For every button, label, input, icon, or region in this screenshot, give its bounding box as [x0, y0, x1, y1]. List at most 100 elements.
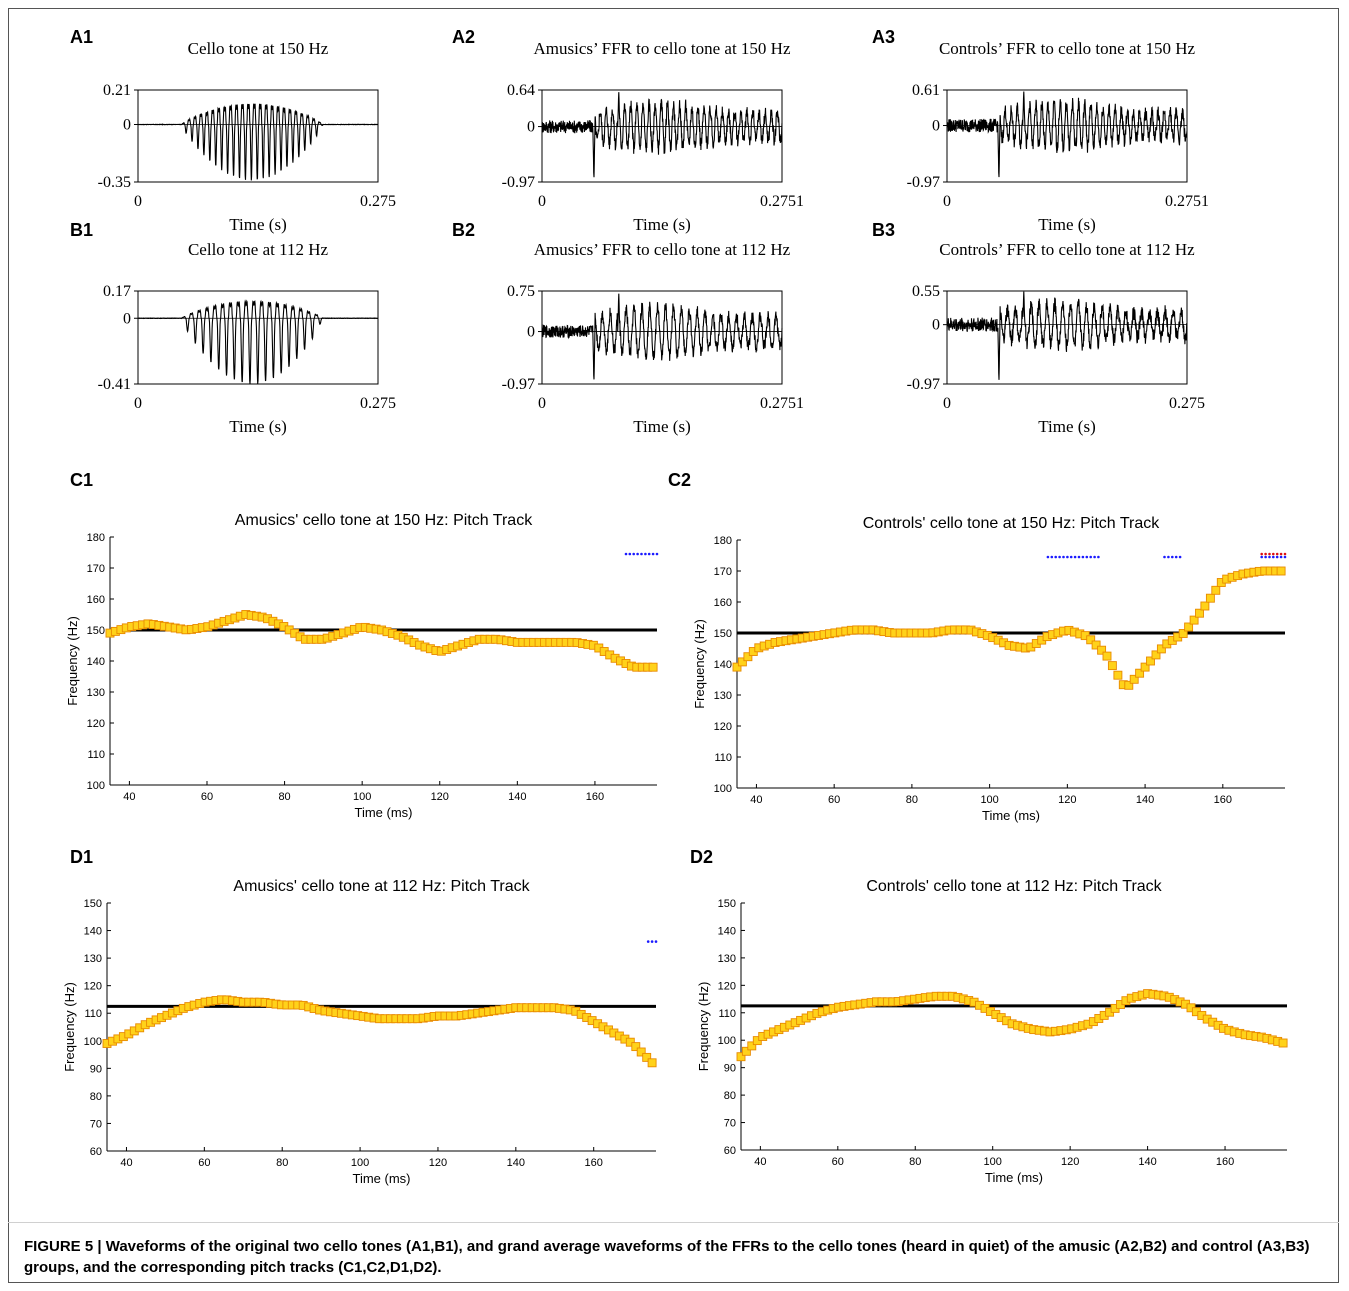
y-tick-label: 140 [714, 659, 732, 671]
y-tick-label: 120 [84, 981, 102, 993]
pitch-title: Controls' cello tone at 150 Hz: Pitch Tr… [863, 515, 1161, 532]
waveform-title: Amusics’ FFR to cello tone at 112 Hz [534, 240, 791, 259]
y-tick-label: 140 [87, 656, 105, 668]
figure-frame [8, 8, 1339, 1283]
y-tick-label: 170 [87, 563, 105, 575]
pitch-panel-c1: Amusics' cello tone at 150 Hz: Pitch Tra… [65, 512, 659, 820]
y-tick-label: -0.97 [907, 174, 940, 191]
waveform-trace [137, 299, 379, 384]
significance-dot [1167, 555, 1170, 559]
x-tick-label: 0 [538, 395, 546, 412]
y-tick-label: 150 [84, 898, 102, 910]
y-tick-label: 170 [714, 566, 732, 578]
x-axis-label: Time (s) [229, 215, 286, 234]
pitch-marker [743, 652, 753, 662]
significance-dot [1046, 555, 1050, 559]
waveform-axes-box [137, 290, 379, 385]
pitch-marker [1135, 668, 1145, 678]
waveform-panel-b1: Cello tone at 112 Hz0.170-0.410 0.275Time… [98, 240, 396, 436]
significance-dot [1085, 555, 1089, 559]
y-tick-label: 120 [718, 980, 736, 992]
y-tick-label: -0.97 [502, 174, 535, 191]
pitch-marker [1107, 661, 1117, 671]
significance-dot [1275, 552, 1279, 556]
x-tick-label: 100 [353, 791, 371, 803]
x-axis-label: Time (ms) [352, 1171, 410, 1186]
y-tick-label: 100 [714, 783, 732, 795]
y-axis-label: Frequency (Hz) [62, 982, 77, 1072]
pitch-marker [1205, 593, 1215, 603]
y-tick-label: 0.17 [103, 283, 131, 300]
pitch-title: Amusics' cello tone at 150 Hz: Pitch Tra… [235, 512, 533, 529]
y-tick-label: 130 [718, 953, 736, 965]
y-tick-label: 90 [724, 1063, 736, 1075]
pitch-marker [1086, 635, 1096, 645]
y-tick-label: 0.61 [912, 82, 940, 99]
x-axis-label: Time (s) [633, 215, 690, 234]
waveform-trace [541, 92, 783, 178]
x-tick-label: 60 [828, 794, 840, 806]
pitch-marker [1113, 670, 1123, 680]
significance-dot [1062, 555, 1065, 559]
x-tick-label: 160 [585, 1157, 603, 1169]
x-tick-label: 140 [507, 1157, 525, 1169]
panel-label-b1: B1 [70, 220, 94, 240]
significance-dot [1054, 555, 1057, 559]
waveform-axes-box [541, 290, 783, 385]
pitch-panel-c2: Controls' cello tone at 150 Hz: Pitch Tr… [692, 515, 1287, 823]
significance-dot [632, 552, 635, 556]
x-tick-label: 160 [1214, 794, 1232, 806]
figure-caption: FIGURE 5 | Waveforms of the original two… [24, 1236, 1324, 1278]
significance-dot [654, 940, 658, 943]
y-tick-label: 80 [724, 1090, 736, 1102]
pitch-marker [1140, 662, 1150, 672]
x-tick-label: 0 [943, 193, 951, 210]
y-axis-label: Frequency (Hz) [696, 982, 711, 1072]
waveform-trace [137, 103, 379, 181]
y-tick-label: 0 [123, 117, 131, 134]
y-tick-label: 160 [714, 597, 732, 609]
pitch-marker [1097, 645, 1107, 655]
panel-label-d2: D2 [690, 847, 714, 867]
x-axis-label: Time (ms) [985, 1170, 1043, 1185]
pitch-marker [636, 1047, 646, 1057]
significance-dot [1066, 555, 1069, 559]
waveform-axes-box [946, 290, 1188, 385]
waveform-panel-a1: Cello tone at 150 Hz0.210-0.350 0.275Time… [98, 39, 396, 234]
pitch-marker [737, 657, 747, 667]
x-axis-label: Time (ms) [982, 808, 1040, 823]
pitch-marker [1151, 650, 1161, 660]
panel-label-b2: B2 [452, 220, 476, 240]
significance-dot [1073, 555, 1077, 559]
x-tick-label: 120 [1058, 794, 1076, 806]
pitch-marker [1200, 601, 1210, 611]
y-axis-label: Frequency (Hz) [65, 616, 80, 706]
pitch-marker [642, 1052, 652, 1062]
waveform-panel-a2: Amusics’ FFR to cello tone at 150 Hz 0.64… [502, 39, 804, 234]
y-tick-label: 60 [90, 1146, 102, 1158]
y-tick-label: 120 [714, 721, 732, 733]
pitch-marker [1129, 674, 1139, 684]
x-tick-label: 0 [134, 395, 142, 412]
panel-label-b3: B3 [872, 220, 896, 240]
significance-dot [1050, 555, 1054, 559]
x-tick-label: 40 [123, 791, 135, 803]
x-tick-label: 100 [980, 794, 998, 806]
x-axis-label: Time (s) [1038, 417, 1095, 436]
significance-dot [628, 552, 632, 556]
significance-dot [650, 940, 654, 943]
pitch-panel-d1: Amusics' cello tone at 112 Hz: Pitch Tra… [62, 878, 658, 1186]
significance-dot [1089, 555, 1092, 559]
y-tick-label: -0.35 [98, 174, 131, 191]
pitch-marker [1189, 615, 1199, 625]
panel-label-d1: D1 [70, 847, 94, 867]
caption-text: Waveforms of the original two cello tone… [24, 1238, 1310, 1276]
pitch-marker [647, 1058, 657, 1068]
y-tick-label: 160 [87, 594, 105, 606]
significance-dot [1093, 555, 1096, 559]
pitch-marker [1102, 651, 1112, 661]
pitch-panel-d2: Controls' cello tone at 112 Hz: Pitch Tr… [696, 878, 1288, 1185]
y-tick-label: 0.55 [912, 283, 940, 300]
x-tick-label: 0.275 [1169, 395, 1205, 412]
